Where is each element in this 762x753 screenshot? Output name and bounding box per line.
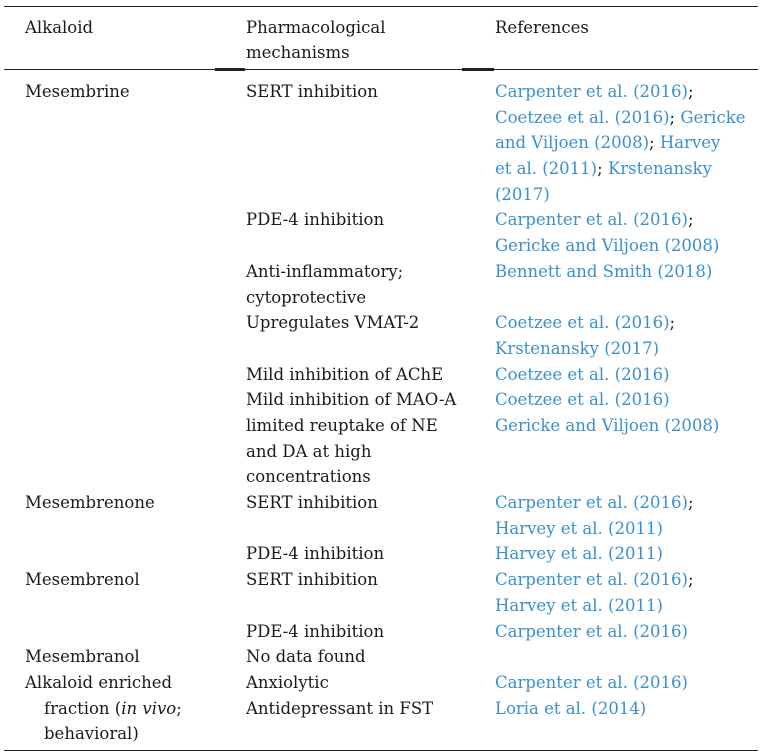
- reference-link[interactable]: Carpenter et al. (2016): [495, 210, 688, 229]
- mechanism-cell: No data found: [246, 647, 366, 666]
- mechanism-cell: PDE-4 inhibition: [246, 210, 385, 229]
- mechanism-cell: Upregulates VMAT-2: [246, 313, 420, 332]
- reference-cell: Carpenter et al. (2016); Coetzee et al. …: [495, 82, 746, 204]
- reference-cell: Carpenter et al. (2016): [495, 670, 688, 696]
- alkaloid-mesembrenone: Mesembrenone: [25, 493, 155, 512]
- reference-link[interactable]: Carpenter et al. (2016): [495, 82, 688, 101]
- reference-cell: Coetzee et al. (2016); Krstenansky (2017…: [495, 313, 676, 358]
- reference-cell: Coetzee et al. (2016): [495, 387, 670, 413]
- reference-link[interactable]: Harvey: [659, 133, 721, 153]
- header-alkaloid: Alkaloid: [25, 18, 94, 37]
- mechanism-cell: limited reuptake of NE and DA at high co…: [246, 416, 438, 487]
- reference-cell: Carpenter et al. (2016); Gericke and Vil…: [495, 210, 720, 255]
- reference-link[interactable]: Harvey et al. (2011): [495, 518, 663, 538]
- alkaloid-enriched-fraction: Alkaloid enriched fraction (in vivo; beh…: [25, 673, 182, 744]
- header-references: References: [495, 18, 589, 37]
- reference-link[interactable]: Carpenter et al. (2016): [495, 493, 688, 512]
- mechanism-cell: SERT inhibition: [246, 82, 378, 101]
- mechanism-cell: Antidepressant in FST: [246, 699, 434, 718]
- mechanism-cell: PDE-4 inhibition: [246, 544, 385, 563]
- reference-link[interactable]: Harvey et al. (2011): [495, 595, 663, 615]
- reference-cell: Bennett and Smith (2018): [495, 259, 712, 285]
- reference-cell: Carpenter et al. (2016); Harvey et al. (…: [495, 570, 694, 615]
- reference-link[interactable]: Coetzee et al. (2016): [495, 365, 670, 384]
- reference-cell: Coetzee et al. (2016): [495, 362, 670, 388]
- reference-link[interactable]: Krstenansky: [607, 159, 712, 179]
- reference-link[interactable]: Loria et al. (2014): [495, 699, 647, 718]
- mechanism-cell: Anti-inflammatory; cytoprotective: [246, 262, 404, 307]
- reference-link[interactable]: Carpenter et al. (2016): [495, 570, 688, 589]
- reference-link[interactable]: Coetzee et al. (2016): [495, 313, 670, 332]
- reference-link[interactable]: Gericke and Viljoen (2008): [495, 235, 720, 255]
- reference-link[interactable]: Harvey et al. (2011): [495, 544, 663, 563]
- header-rule: [4, 69, 758, 70]
- reference-link[interactable]: Coetzee et al. (2016): [495, 107, 670, 127]
- header-mechanisms: Pharmacological mechanisms: [246, 18, 386, 62]
- mechanism-cell: SERT inhibition: [246, 493, 378, 512]
- reference-cell: Gericke and Viljoen (2008): [495, 413, 719, 439]
- mechanism-cell: Mild inhibition of AChE: [246, 365, 444, 384]
- alkaloid-mesembrine: Mesembrine: [25, 82, 130, 101]
- reference-link[interactable]: Carpenter et al. (2016): [495, 673, 688, 692]
- table-bottom-rule: [4, 750, 758, 751]
- reference-link[interactable]: Carpenter et al. (2016): [495, 622, 688, 641]
- reference-link[interactable]: et al. (2011): [495, 159, 598, 179]
- alkaloid-mesembrenol: Mesembrenol: [25, 570, 140, 589]
- reference-link[interactable]: Krstenansky (2017): [495, 338, 660, 358]
- reference-link[interactable]: Gericke: [680, 107, 746, 127]
- reference-cell: Harvey et al. (2011): [495, 541, 663, 567]
- table-top-rule: [4, 6, 758, 7]
- reference-link[interactable]: (2017): [495, 184, 550, 204]
- reference-link[interactable]: Gericke and Viljoen (2008): [495, 416, 720, 435]
- reference-cell: Carpenter et al. (2016): [495, 619, 688, 645]
- mechanism-cell: Mild inhibition of MAO-A: [246, 390, 457, 409]
- mechanism-cell: SERT inhibition: [246, 570, 378, 589]
- alkaloid-mesembranol: Mesembranol: [25, 647, 140, 666]
- mechanism-cell: Anxiolytic: [246, 673, 329, 692]
- reference-cell: Carpenter et al. (2016); Harvey et al. (…: [495, 493, 694, 538]
- header-rule-accent: [462, 68, 494, 71]
- reference-link[interactable]: Coetzee et al. (2016): [495, 390, 670, 409]
- reference-link[interactable]: Bennett and Smith (2018): [495, 262, 713, 281]
- reference-link[interactable]: and Viljoen (2008): [495, 133, 650, 153]
- mechanism-cell: PDE-4 inhibition: [246, 622, 385, 641]
- header-rule-accent: [215, 68, 245, 71]
- reference-cell: Loria et al. (2014): [495, 696, 646, 722]
